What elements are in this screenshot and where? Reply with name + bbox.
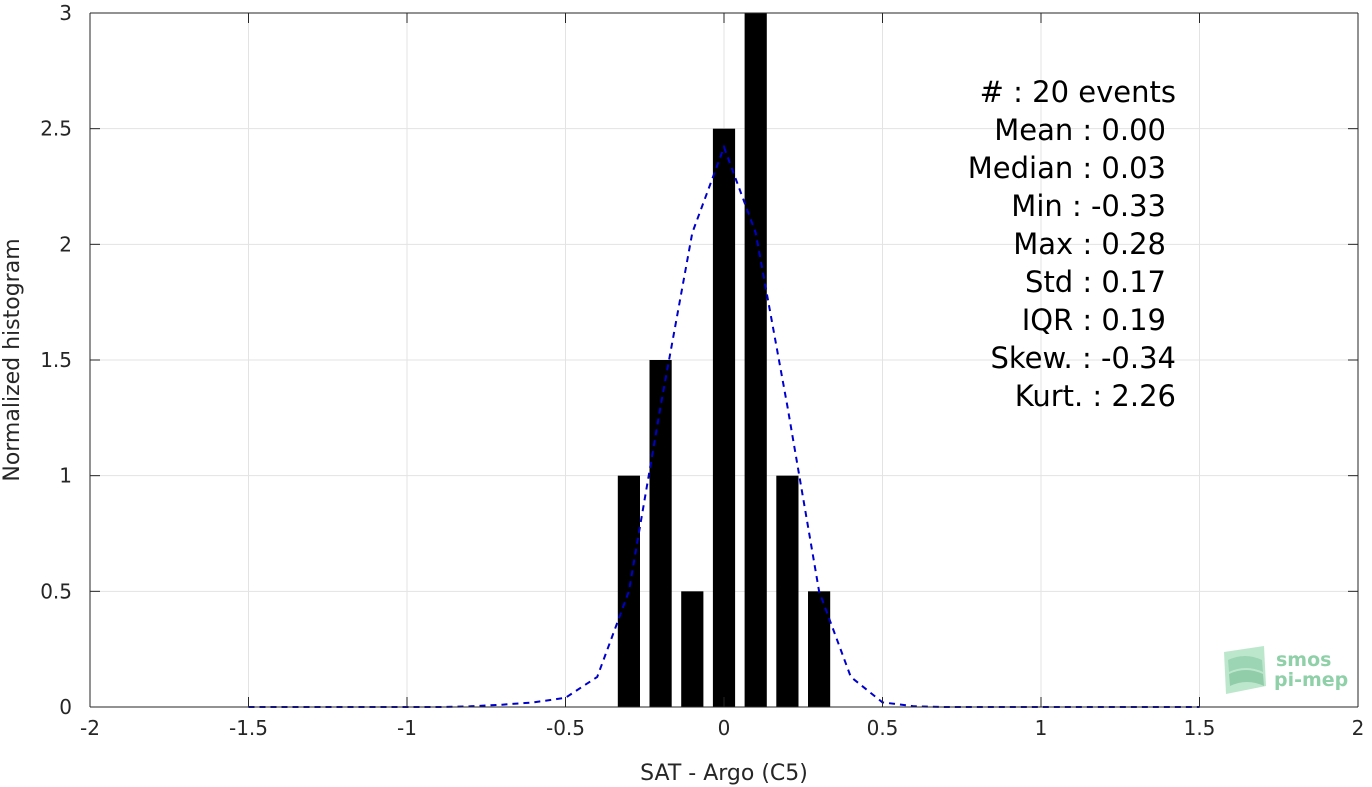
x-tick-label: -1 (397, 716, 417, 740)
y-tick-label: 3 (59, 1, 72, 25)
x-tick-label: -0.5 (546, 716, 585, 740)
stat-line: Median : 0.03 (968, 151, 1166, 185)
stat-line: Mean : 0.00 (994, 113, 1166, 147)
x-tick-label: 2 (1352, 716, 1365, 740)
y-tick-label: 2 (59, 232, 72, 256)
stat-line: Max : 0.28 (1013, 227, 1166, 261)
histogram-bar (776, 475, 799, 707)
x-tick-label: 1.5 (1184, 716, 1216, 740)
x-tick-label: -1.5 (229, 716, 268, 740)
histogram-bars (617, 13, 831, 707)
x-tick-label: 0.5 (867, 716, 899, 740)
y-axis-ticks: 0 0.5 1 1.5 2 2.5 3 (40, 1, 1358, 719)
stat-line: Std : 0.17 (1025, 265, 1166, 299)
wave-logo-icon (1224, 646, 1266, 694)
y-tick-label: 1 (59, 464, 72, 488)
stat-line: Kurt. : 2.26 (1015, 379, 1176, 413)
smos-pimep-logo: smos pi-mep (1224, 646, 1348, 694)
x-axis-ticks: -2 -1.5 -1 -0.5 0 0.5 1 1.5 2 (80, 13, 1364, 740)
x-tick-label: 0 (718, 716, 731, 740)
y-tick-label: 2.5 (40, 117, 72, 141)
y-axis-title: Normalized histogram (0, 238, 25, 481)
stat-line: # : 20 events (980, 75, 1176, 109)
y-tick-label: 0 (59, 695, 72, 719)
histogram-bar (649, 360, 672, 707)
stat-line: Skew. : -0.34 (990, 341, 1176, 375)
histogram-bar (681, 591, 704, 707)
histogram-bar (808, 591, 831, 707)
statistics-annotation: # : 20 events Mean : 0.00 Median : 0.03 Min… (968, 75, 1176, 413)
histogram-bar (744, 13, 767, 707)
x-tick-label: -2 (80, 716, 100, 740)
x-axis-title: SAT - Argo (C5) (640, 761, 808, 786)
logo-text-smos: smos (1276, 649, 1331, 671)
stat-line: IQR : 0.19 (1022, 303, 1166, 337)
logo-text-pimep: pi-mep (1274, 669, 1348, 691)
x-tick-label: 1 (1035, 716, 1048, 740)
y-tick-label: 0.5 (40, 579, 72, 603)
histogram-bar (712, 128, 736, 707)
stat-line: Min : -0.33 (1011, 189, 1166, 223)
histogram-bar (617, 475, 640, 707)
y-tick-label: 1.5 (40, 348, 72, 372)
